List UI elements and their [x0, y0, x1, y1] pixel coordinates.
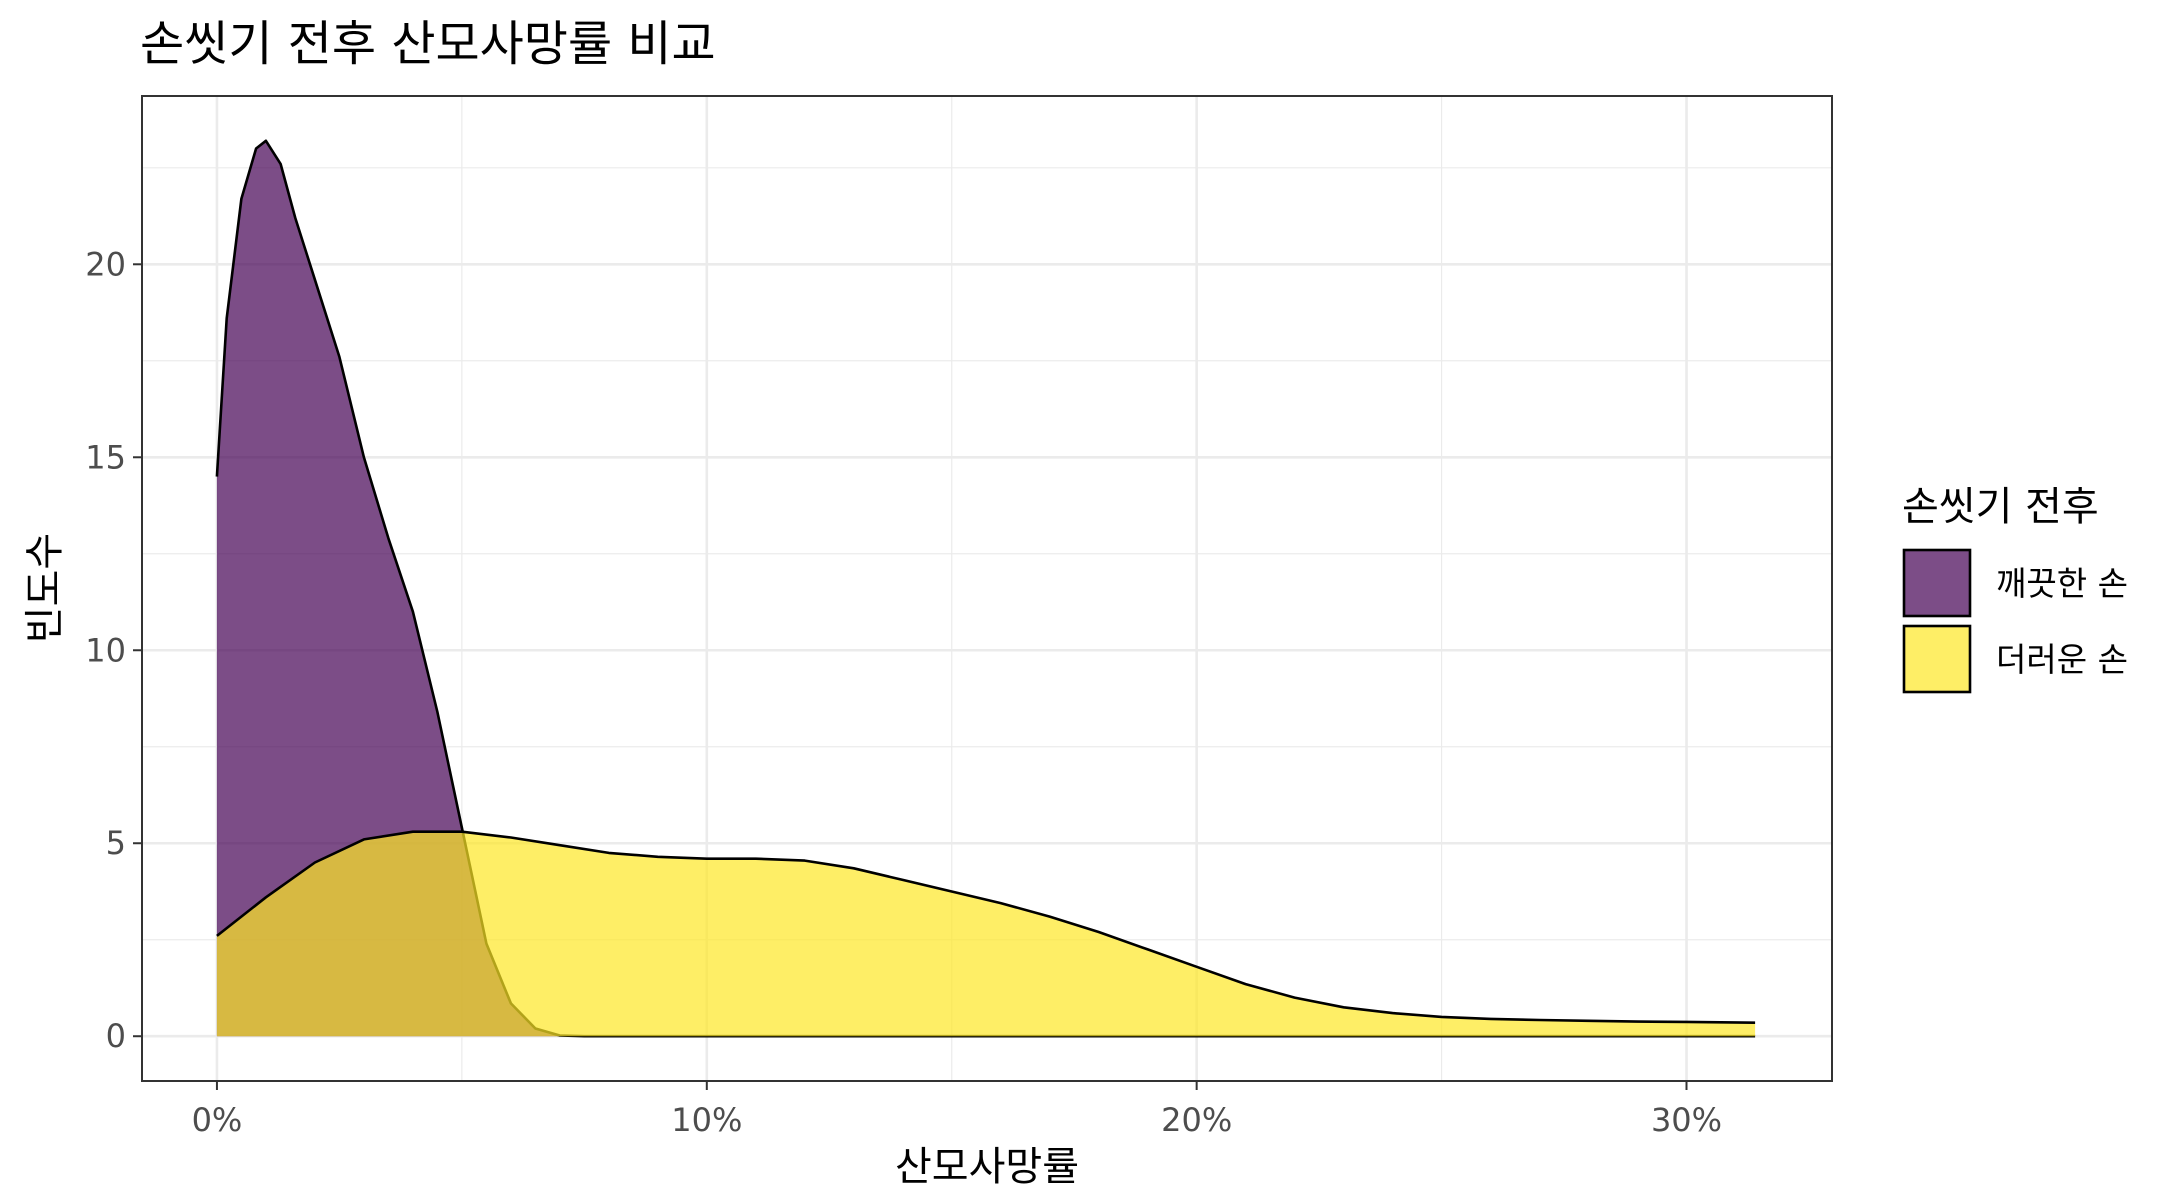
legend-key-1 — [1902, 548, 1972, 618]
x-axis-title: 산모사망률 — [895, 1144, 1079, 1190]
plot-panel-border — [141, 95, 1833, 1082]
density-areas — [215, 139, 1756, 1038]
y-tick-label: 20 — [85, 245, 126, 283]
y-axis: 0 5 10 15 20 — [85, 245, 142, 1055]
legend-title: 손씻기 전후 — [1902, 484, 2099, 530]
y-tick-label: 0 — [106, 1017, 126, 1055]
y-tick-label: 15 — [85, 438, 126, 476]
x-tick-label: 30% — [1651, 1101, 1722, 1139]
x-axis: 0% 10% 20% 30% — [192, 1081, 1722, 1139]
chart-title: 손씻기 전후 산모사망률 비교 — [140, 16, 716, 72]
legend-label-1: 깨끗한 손 — [1996, 564, 2128, 603]
y-tick-label: 5 — [106, 824, 126, 862]
legend-label-2: 더러운 손 — [1996, 640, 2128, 679]
density-area-2 — [216, 831, 1756, 1037]
density-line-2 — [216, 830, 1756, 1024]
x-tick-label: 10% — [671, 1101, 742, 1139]
y-axis-title: 빈도수 — [22, 533, 68, 643]
y-tick-label: 10 — [85, 631, 126, 669]
legend-key-2 — [1902, 624, 1972, 694]
x-tick-label: 20% — [1161, 1101, 1232, 1139]
x-tick-label: 0% — [192, 1101, 243, 1139]
plot-panel — [141, 95, 1833, 1082]
